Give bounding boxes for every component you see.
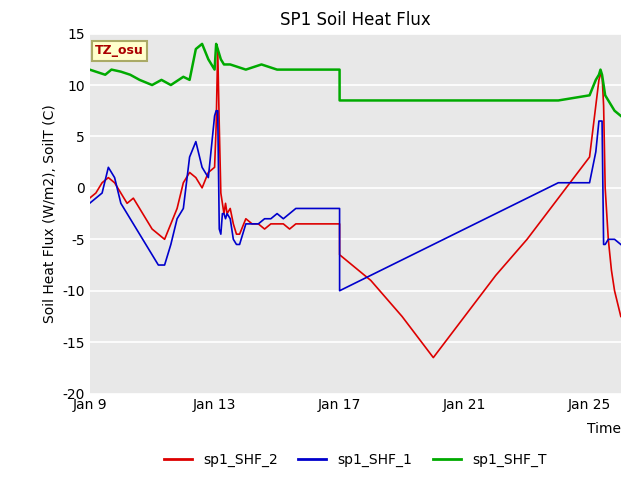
Text: TZ_osu: TZ_osu <box>95 44 143 58</box>
Legend: sp1_SHF_2, sp1_SHF_1, sp1_SHF_T: sp1_SHF_2, sp1_SHF_1, sp1_SHF_T <box>159 447 552 473</box>
Text: Time: Time <box>587 422 621 436</box>
Y-axis label: Soil Heat Flux (W/m2), SoilT (C): Soil Heat Flux (W/m2), SoilT (C) <box>43 104 57 323</box>
Title: SP1 Soil Heat Flux: SP1 Soil Heat Flux <box>280 11 431 29</box>
